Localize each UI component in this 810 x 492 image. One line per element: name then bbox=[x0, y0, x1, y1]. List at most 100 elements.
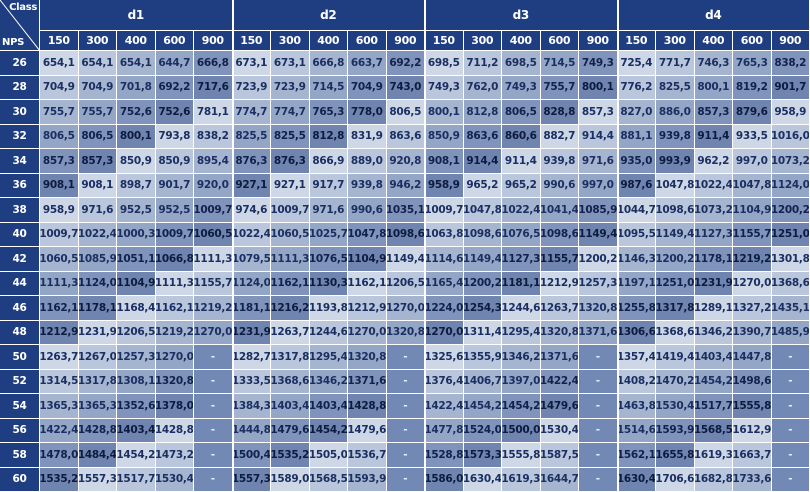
table-cell: 1346,2 bbox=[502, 345, 541, 370]
table-cell: 1422,4 bbox=[425, 394, 464, 419]
table-cell: 1270,0 bbox=[155, 345, 194, 370]
table-cell: 1111,3 bbox=[271, 247, 310, 272]
nps-cell-48: 48 bbox=[0, 320, 40, 345]
table-cell: 1181,1 bbox=[502, 271, 541, 296]
table-cell: 800,1 bbox=[117, 124, 156, 149]
table-cell: 1397,0 bbox=[502, 369, 541, 394]
table-cell: 958,9 bbox=[771, 100, 810, 125]
group-header-d1: d1 bbox=[40, 0, 233, 31]
table-cell: 1317,8 bbox=[656, 296, 695, 321]
table-cell: 806,5 bbox=[502, 100, 541, 125]
table-cell: 1477,8 bbox=[425, 418, 464, 443]
nps-cell-36: 36 bbox=[0, 173, 40, 198]
table-cell: 920,8 bbox=[386, 149, 425, 174]
table-cell: 1066,8 bbox=[155, 247, 194, 272]
table-cell: 1368,6 bbox=[771, 271, 810, 296]
class-header-d1-900: 900 bbox=[194, 31, 233, 51]
table-cell: 1376,4 bbox=[425, 369, 464, 394]
table-cell: 1051,1 bbox=[117, 247, 156, 272]
table-cell: - bbox=[579, 369, 618, 394]
table-cell: - bbox=[771, 369, 810, 394]
table-cell: 1162,1 bbox=[155, 296, 194, 321]
table-cell: - bbox=[579, 467, 618, 492]
table-cell: 908,1 bbox=[78, 173, 117, 198]
table-cell: 1035,1 bbox=[386, 198, 425, 223]
table-cell: 876,3 bbox=[232, 149, 271, 174]
table-cell: 1630,4 bbox=[617, 467, 656, 492]
nps-cell-52: 52 bbox=[0, 369, 40, 394]
table-cell: 704,9 bbox=[40, 75, 79, 100]
table-cell: 927,1 bbox=[271, 173, 310, 198]
table-cell: 1555,8 bbox=[733, 394, 772, 419]
table-cell: 1041,4 bbox=[540, 198, 579, 223]
table-cell: 1022,4 bbox=[694, 173, 733, 198]
table-cell: 1244,6 bbox=[502, 296, 541, 321]
corner-diagonal bbox=[0, 0, 39, 50]
table-cell: 752,6 bbox=[155, 100, 194, 125]
table-cell: 793,8 bbox=[155, 124, 194, 149]
table-cell: 765,3 bbox=[309, 100, 348, 125]
table-cell: 971,6 bbox=[78, 198, 117, 223]
table-cell: 1454,2 bbox=[502, 394, 541, 419]
table-cell: 1130,3 bbox=[309, 271, 348, 296]
table-cell: 914,4 bbox=[579, 124, 618, 149]
table-cell: 1124,0 bbox=[232, 271, 271, 296]
table-cell: 800,1 bbox=[694, 75, 733, 100]
table-cell: 908,1 bbox=[40, 173, 79, 198]
table-cell: 1517,7 bbox=[694, 394, 733, 419]
table-cell: 879,6 bbox=[733, 100, 772, 125]
table-cell: 1384,3 bbox=[232, 394, 271, 419]
table-cell: 1124,0 bbox=[78, 271, 117, 296]
table-cell: 806,5 bbox=[78, 124, 117, 149]
table-cell: 1368,6 bbox=[271, 369, 310, 394]
table-cell: 704,9 bbox=[78, 75, 117, 100]
table-cell: 1206,5 bbox=[386, 271, 425, 296]
table-cell: 1098,6 bbox=[386, 222, 425, 247]
table-cell: 1593,9 bbox=[656, 418, 695, 443]
table-cell: 908,1 bbox=[425, 149, 464, 174]
table-cell: 1314,5 bbox=[40, 369, 79, 394]
table-cell: 1060,5 bbox=[271, 222, 310, 247]
table-cell: 1473,2 bbox=[155, 443, 194, 468]
table-cell: 1454,2 bbox=[117, 443, 156, 468]
table-cell: 1231,9 bbox=[232, 320, 271, 345]
class-header-d2-300: 300 bbox=[271, 31, 310, 51]
table-cell: 1530,4 bbox=[656, 394, 695, 419]
table-cell: 1060,5 bbox=[194, 222, 233, 247]
table-cell: 749,3 bbox=[579, 51, 618, 76]
table-cell: 911,4 bbox=[502, 149, 541, 174]
table-cell: 765,3 bbox=[733, 51, 772, 76]
table-cell: 1009,7 bbox=[425, 198, 464, 223]
table-cell: 749,3 bbox=[425, 75, 464, 100]
table-cell: 1047,8 bbox=[348, 222, 387, 247]
table-cell: 1254,3 bbox=[463, 296, 502, 321]
nps-cell-44: 44 bbox=[0, 271, 40, 296]
table-cell: 1555,8 bbox=[502, 443, 541, 468]
class-header-d1-300: 300 bbox=[78, 31, 117, 51]
table-cell: 1644,7 bbox=[540, 467, 579, 492]
table-cell: 1022,4 bbox=[78, 222, 117, 247]
table-cell: 1371,6 bbox=[579, 320, 618, 345]
table-cell: - bbox=[386, 443, 425, 468]
table-cell: - bbox=[386, 345, 425, 370]
table-cell: 914,4 bbox=[463, 149, 502, 174]
table-cell: 901,7 bbox=[771, 75, 810, 100]
table-cell: 863,6 bbox=[386, 124, 425, 149]
table-cell: 1104,9 bbox=[348, 247, 387, 272]
table-cell: 1557,3 bbox=[78, 467, 117, 492]
table-cell: 1076,5 bbox=[502, 222, 541, 247]
table-cell: 838,2 bbox=[194, 124, 233, 149]
table-cell: 965,2 bbox=[463, 173, 502, 198]
table-cell: 882,7 bbox=[540, 124, 579, 149]
table-cell: 939,8 bbox=[348, 173, 387, 198]
table-cell: 717,6 bbox=[194, 75, 233, 100]
table-cell: 1530,4 bbox=[540, 418, 579, 443]
table-cell: 1063,8 bbox=[425, 222, 464, 247]
table-cell: 1149,4 bbox=[386, 247, 425, 272]
table-cell: 1320,8 bbox=[386, 320, 425, 345]
group-separator bbox=[616, 0, 619, 492]
table-cell: 1047,8 bbox=[656, 173, 695, 198]
table-cell: 920,0 bbox=[194, 173, 233, 198]
table-cell: 850,9 bbox=[155, 149, 194, 174]
table-cell: 971,6 bbox=[309, 198, 348, 223]
